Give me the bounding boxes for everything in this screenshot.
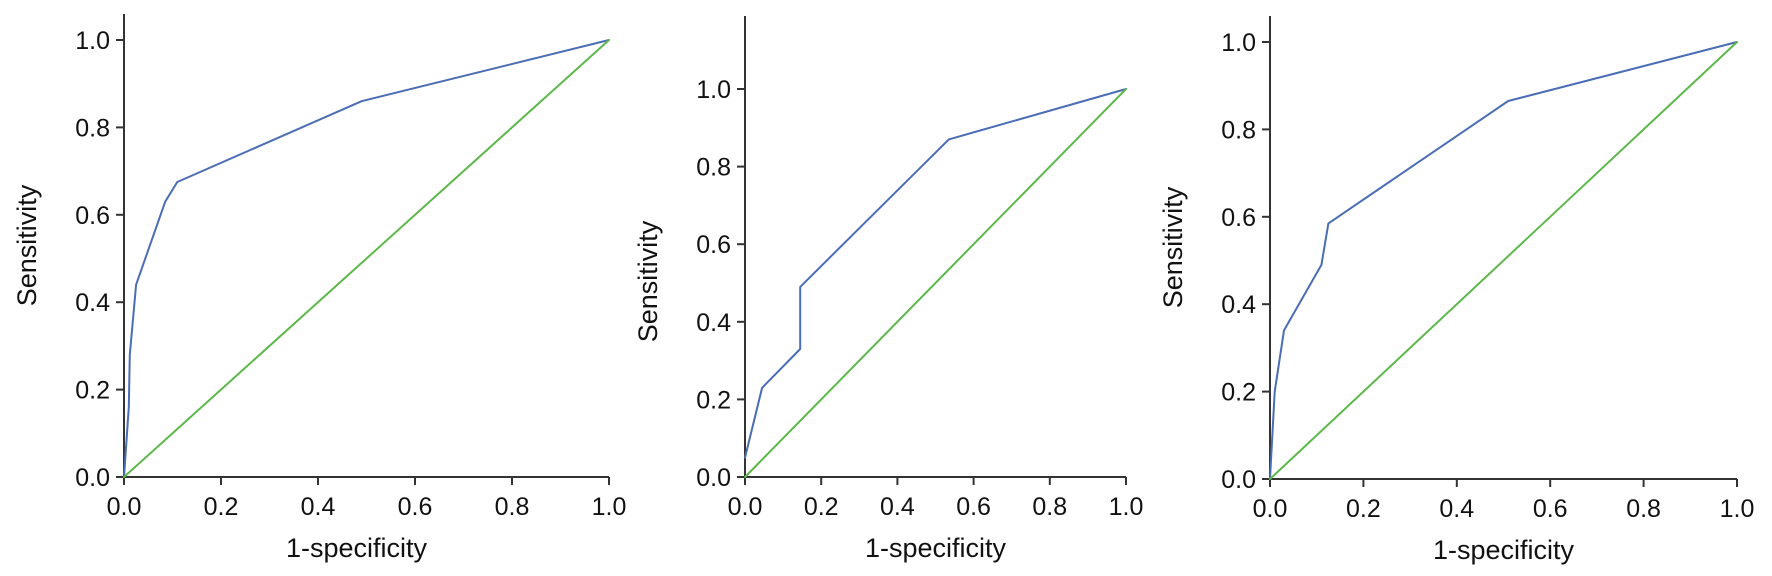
y-tick-label: 0.0	[1221, 466, 1256, 494]
x-tick-label: 0.6	[398, 493, 433, 521]
y-tick-label: 0.2	[1221, 379, 1256, 407]
x-tick-label: 0.8	[1626, 495, 1661, 523]
y-tick-label: 0.2	[75, 377, 110, 405]
x-tick-label: 0.6	[1533, 495, 1568, 523]
reference-diagonal-line	[744, 88, 1127, 478]
x-tick-label: 0.2	[804, 493, 839, 521]
y-axis-title: Sensitivity	[633, 220, 663, 342]
x-tick-label: 0.0	[1253, 495, 1288, 523]
roc-curve-line	[1269, 41, 1738, 480]
y-tick-label: 0.0	[75, 464, 110, 492]
x-axis-title: 1-specificity	[286, 533, 428, 563]
y-tick-label: 1.0	[1221, 29, 1256, 57]
x-tick-label: 0.8	[1032, 493, 1067, 521]
y-tick-label: 0.0	[696, 464, 731, 492]
y-tick-label: 0.4	[696, 309, 731, 337]
chart-panel-3: 0.0 0.2 0.4 0.6 0.8 1.0 0.0 0.2 0.4 0.6 0.8 1.0 1-sp…	[1158, 16, 1754, 565]
reference-diagonal-line	[1269, 41, 1738, 480]
roc-curve-line	[123, 39, 610, 478]
y-tick-label: 0.8	[1221, 116, 1256, 144]
x-tick-label: 0.0	[107, 493, 142, 521]
y-tick-label: 0.8	[696, 154, 731, 182]
x-tick-label: 0.4	[1439, 495, 1474, 523]
y-tick-label: 0.6	[75, 202, 110, 230]
roc-curve-line	[744, 88, 1127, 459]
y-axis-title: Sensitivity	[1158, 186, 1188, 308]
x-axis-title: 1-specificity	[865, 533, 1007, 563]
x-tick-label: 0.4	[301, 493, 336, 521]
y-tick-label: 0.6	[696, 231, 731, 259]
x-tick-label: 0.2	[204, 493, 239, 521]
reference-diagonal-line	[123, 39, 610, 478]
x-axis-title: 1-specificity	[1433, 535, 1575, 565]
y-tick-label: 0.6	[1221, 204, 1256, 232]
y-axis-title: Sensitivity	[12, 184, 42, 306]
y-tick-label: 0.4	[75, 289, 110, 317]
y-tick-label: 0.8	[75, 114, 110, 142]
y-tick-label: 1.0	[75, 27, 110, 55]
x-tick-label: 0.8	[495, 493, 530, 521]
x-tick-label: 1.0	[592, 493, 627, 521]
y-tick-label: 1.0	[696, 76, 731, 104]
x-tick-label: 0.0	[728, 493, 763, 521]
y-tick-label: 0.4	[1221, 291, 1256, 319]
chart-panel-1: 0.0 0.2 0.4 0.6 0.8 1.0 0.0 0.2 0.4 0.6 0.8 1.0 1-sp…	[12, 14, 626, 563]
x-tick-label: 1.0	[1109, 493, 1144, 521]
y-tick-label: 0.2	[696, 386, 731, 414]
x-tick-label: 0.2	[1346, 495, 1381, 523]
x-tick-label: 1.0	[1720, 495, 1755, 523]
x-tick-label: 0.4	[880, 493, 915, 521]
chart-panel-2: 0.0 0.2 0.4 0.6 0.8 1.0 0.0 0.2 0.4 0.6 0.8 1.0 1-sp…	[633, 16, 1143, 563]
x-tick-label: 0.6	[956, 493, 991, 521]
